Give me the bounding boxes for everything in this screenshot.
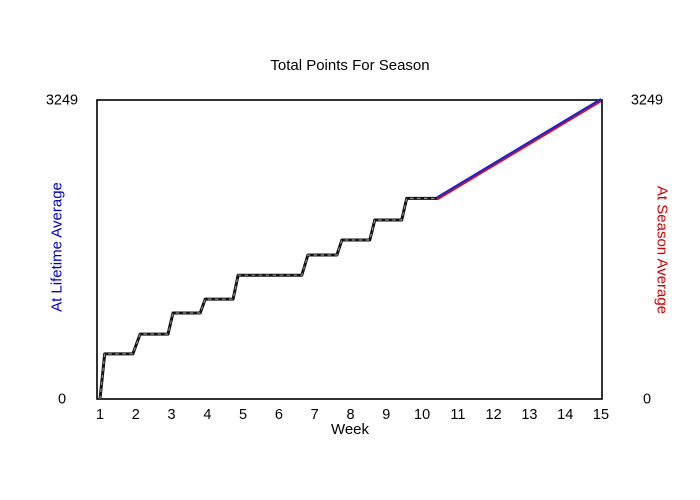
x-tick-label-11: 11 [450,407,465,423]
x-tick-label-12: 12 [486,407,502,423]
x-tick-label-6: 6 [275,407,283,423]
x-tick-label-5: 5 [239,407,247,423]
lifetime-average-line [436,98,602,199]
actual-points-line [98,196,438,400]
y-tick-label-left-0: 0 [58,392,66,408]
x-tick-label-9: 9 [382,407,390,423]
x-axis-title: Week [330,421,370,438]
right-axis-title: At Season Average [653,185,671,315]
actual-points-line-dash-overlay [99,197,438,400]
y-tick-label-right-0: 0 [643,392,651,408]
x-tick-label-7: 7 [311,407,319,423]
plot-border [96,99,603,400]
x-tick-label-15: 15 [593,407,609,423]
season-average-line [436,100,602,201]
left-axis-title: At Lifetime Average [48,182,66,312]
y-tick-label-right-3249: 3249 [631,93,663,109]
chart-title: Total Points For Season [270,57,430,74]
x-tick-label-4: 4 [203,407,211,423]
x-tick-label-13: 13 [521,407,537,423]
x-tick-label-1: 1 [96,407,104,423]
x-tick-label-10: 10 [414,407,430,423]
x-tick-label-2: 2 [132,407,140,423]
x-tick-label-8: 8 [346,407,354,423]
x-tick-label-14: 14 [557,407,573,423]
y-tick-label-left-3249: 3249 [46,93,78,109]
x-tick-label-3: 3 [168,407,176,423]
